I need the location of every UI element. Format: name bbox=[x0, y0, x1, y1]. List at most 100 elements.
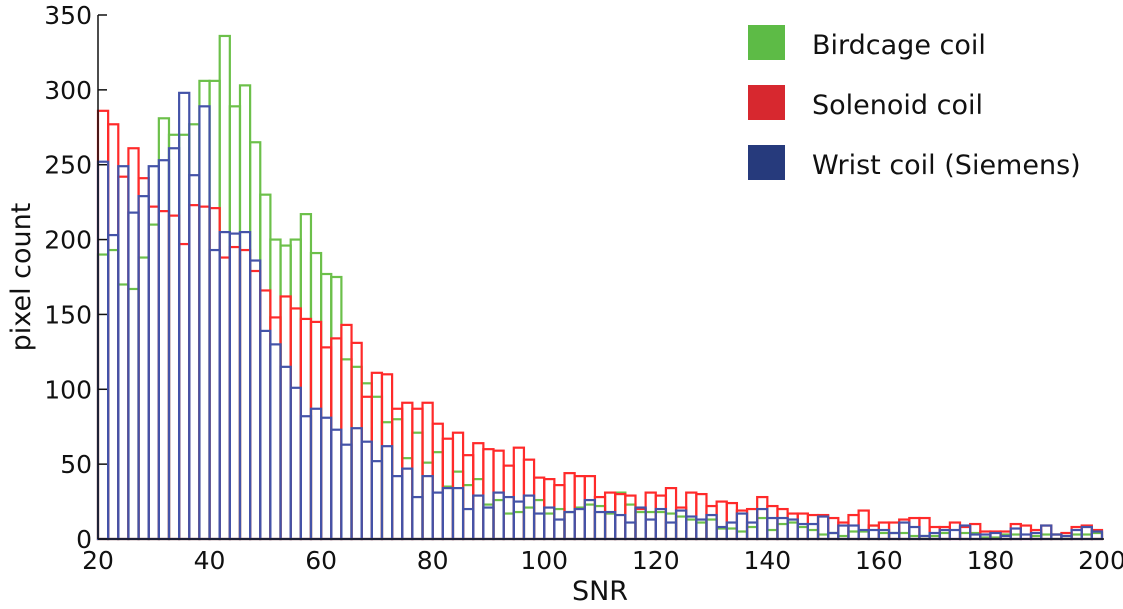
histogram-bar bbox=[766, 504, 779, 541]
histogram-bar bbox=[715, 527, 728, 541]
histogram-bar bbox=[725, 527, 739, 541]
histogram-bar bbox=[279, 365, 292, 541]
legend-swatch bbox=[748, 85, 785, 120]
histogram-bar bbox=[857, 509, 870, 541]
histogram-bar bbox=[502, 512, 515, 541]
histogram-bar bbox=[553, 484, 566, 541]
histogram-bar bbox=[147, 223, 160, 541]
histogram-bar bbox=[127, 287, 140, 541]
histogram-bar bbox=[309, 251, 323, 541]
histogram-bar bbox=[816, 515, 830, 541]
histogram-bar bbox=[228, 232, 242, 541]
histogram-bar bbox=[269, 316, 282, 541]
histogram-bar bbox=[634, 510, 647, 541]
histogram-bar bbox=[340, 323, 353, 541]
histogram-bar bbox=[178, 91, 191, 541]
histogram-bar bbox=[583, 475, 597, 541]
histogram-bar bbox=[259, 289, 272, 541]
histogram-bar bbox=[1070, 525, 1083, 541]
histogram-bar bbox=[350, 365, 363, 541]
histogram-bar bbox=[563, 510, 576, 541]
histogram-bar bbox=[532, 498, 546, 541]
histogram-bar bbox=[543, 512, 556, 541]
histogram-bar bbox=[451, 487, 465, 541]
histogram-bar bbox=[360, 395, 373, 541]
histogram-bar bbox=[198, 105, 211, 541]
histogram-bar bbox=[603, 512, 617, 541]
histogram-bar bbox=[553, 507, 566, 541]
histogram-bar bbox=[228, 245, 242, 541]
histogram-bar bbox=[502, 495, 515, 541]
histogram-bar bbox=[441, 487, 455, 541]
histogram-bar bbox=[461, 484, 475, 541]
legend-label: Solenoid coil bbox=[812, 90, 983, 121]
histogram-bar bbox=[238, 230, 252, 541]
y-tick-label: 0 bbox=[76, 525, 92, 554]
histogram-bar bbox=[330, 275, 343, 541]
histogram-bar bbox=[218, 34, 231, 541]
histogram-bar bbox=[137, 177, 150, 541]
histogram-bar bbox=[370, 395, 384, 541]
histogram-bar bbox=[340, 443, 353, 541]
histogram-bar bbox=[553, 518, 566, 541]
histogram-bar bbox=[492, 498, 505, 541]
histogram-bar bbox=[360, 382, 373, 541]
histogram-bar bbox=[279, 295, 292, 541]
histogram-bar bbox=[96, 160, 110, 541]
histogram-bar bbox=[249, 259, 262, 541]
x-tick-label: 160 bbox=[855, 546, 903, 575]
histogram-bar bbox=[96, 109, 110, 541]
histogram-bar bbox=[472, 478, 485, 541]
legend-label: Birdcage coil bbox=[812, 30, 986, 61]
histogram-bar bbox=[887, 531, 901, 541]
x-tick-label: 120 bbox=[632, 546, 680, 575]
histogram-bar bbox=[391, 418, 404, 541]
histogram-bar bbox=[421, 401, 434, 541]
histogram-bar bbox=[969, 522, 982, 541]
histogram-bar bbox=[745, 525, 759, 541]
legend-swatch bbox=[748, 145, 785, 180]
y-tick-label: 100 bbox=[44, 375, 92, 404]
histogram-bar bbox=[502, 464, 515, 541]
x-tick-label: 20 bbox=[82, 546, 114, 575]
histogram-bar bbox=[208, 207, 221, 541]
histogram-bar bbox=[147, 205, 160, 541]
histogram-bar bbox=[238, 84, 252, 541]
histogram-bar bbox=[583, 498, 597, 541]
histogram-bar bbox=[654, 507, 668, 541]
histogram-bar bbox=[644, 518, 657, 541]
histogram-bar bbox=[401, 457, 414, 541]
histogram-bar bbox=[167, 133, 181, 541]
histogram-bar bbox=[898, 521, 911, 541]
histogram-bar bbox=[340, 358, 353, 541]
histogram-bar bbox=[259, 193, 272, 541]
histogram-bar bbox=[461, 507, 475, 541]
histogram-bar bbox=[472, 442, 485, 541]
y-tick-label: 250 bbox=[44, 151, 92, 180]
histogram-bar bbox=[117, 175, 130, 541]
histogram-bar bbox=[512, 510, 526, 541]
histogram-bar bbox=[188, 123, 201, 541]
histogram-bar bbox=[421, 461, 434, 541]
histogram-bar bbox=[218, 230, 231, 541]
y-tick-label: 150 bbox=[44, 300, 92, 329]
histogram-bar bbox=[157, 117, 171, 541]
histogram-bar bbox=[360, 440, 373, 541]
histogram-bar bbox=[380, 373, 394, 541]
histogram-bar bbox=[167, 214, 181, 541]
histogram-bar bbox=[492, 449, 505, 541]
histogram-bar bbox=[208, 79, 221, 541]
histogram-bar bbox=[867, 524, 880, 541]
histogram-bar bbox=[1019, 524, 1033, 541]
histogram-bar bbox=[107, 123, 120, 541]
histogram-bar bbox=[654, 510, 668, 541]
histogram-bar bbox=[289, 386, 302, 541]
histogram-bar bbox=[877, 528, 891, 541]
histogram-bar bbox=[1080, 525, 1093, 541]
histogram-bar bbox=[127, 211, 140, 541]
histogram-bar bbox=[299, 415, 313, 541]
histogram-bar bbox=[725, 521, 739, 541]
histogram-bar bbox=[745, 521, 759, 541]
histogram-bar bbox=[867, 528, 880, 541]
histogram-bar bbox=[380, 445, 394, 541]
